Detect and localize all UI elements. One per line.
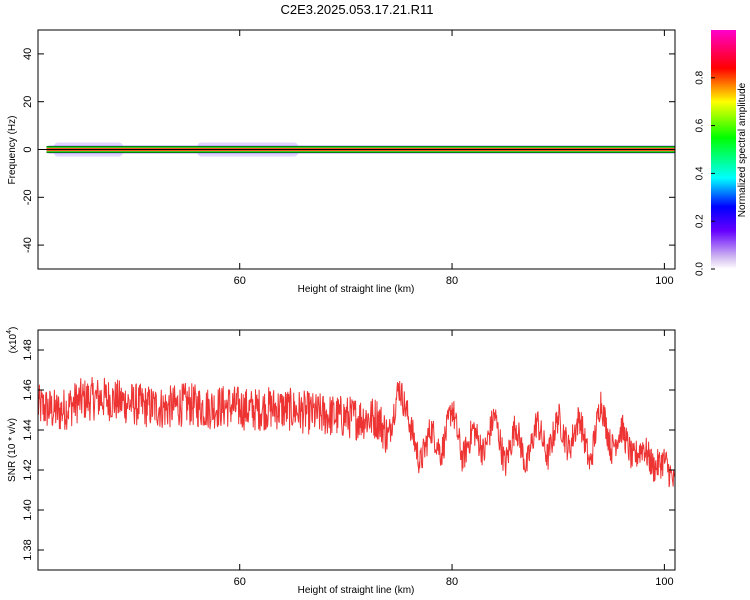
colorbar-tick-label: 0.6 [695, 118, 706, 132]
spectrogram-axes: 60 80 100 -40 -20 0 20 40 [22, 30, 675, 287]
y-tick-label: 40 [22, 48, 34, 60]
snr-multiplier: (x104) [6, 327, 19, 354]
snr-panel: 60 80 100 1.38 1.40 1.42 1.44 1.46 1.48 Height o… [6, 327, 676, 596]
y-tick-label: 1.38 [22, 539, 34, 560]
y-tick-label: -40 [22, 237, 34, 253]
colorbar-label: Normalized spectral amplitude [737, 82, 748, 217]
colorbar-gradient [711, 30, 736, 269]
colorbar-tick-label: 0.8 [695, 70, 706, 84]
x-tick-label: 100 [655, 275, 673, 287]
snr-series-line [38, 376, 675, 488]
y-tick-label: 1.46 [22, 379, 34, 400]
y-tick-label: -20 [22, 189, 34, 205]
svg-text:(x104): (x104) [6, 327, 19, 354]
y-tick-label: 0 [22, 146, 34, 152]
x-tick-label: 80 [446, 576, 458, 588]
snr-y-label: SNR (10 * v/v) [7, 418, 18, 482]
x-tick-label: 60 [234, 275, 246, 287]
snr-x-label: Height of straight line (km) [298, 585, 415, 596]
y-tick-label: 1.44 [22, 419, 34, 440]
spectrogram-marks [41, 142, 675, 157]
y-tick-label: 1.40 [22, 499, 34, 520]
x-tick-label: 80 [446, 275, 458, 287]
y-tick-label: 1.48 [22, 339, 34, 360]
spectrogram-panel: 60 80 100 -40 -20 0 20 40 Height of straight li… [7, 29, 676, 295]
spectrogram-y-label: Frequency (Hz) [7, 116, 18, 185]
snr-axes: 60 80 100 1.38 1.40 1.42 1.44 1.46 1.48 [22, 330, 675, 588]
snr-multiplier-base: (x10 [8, 333, 19, 353]
snr-frame [37, 329, 676, 571]
y-tick-label: 20 [22, 96, 34, 108]
snr-multiplier-exponent: 4 [6, 330, 13, 334]
y-tick-label: 1.42 [22, 459, 34, 480]
colorbar-tick-label: 0.2 [695, 214, 706, 228]
spectrogram-x-label: Height of straight line (km) [298, 284, 415, 295]
x-tick-label: 60 [234, 576, 246, 588]
colorbar-ticks: 0.0 0.2 0.4 0.6 0.8 [695, 70, 715, 276]
colorbar: 0.0 0.2 0.4 0.6 0.8 Normalized spectral ampl… [695, 30, 748, 276]
colorbar-tick-label: 0.4 [695, 166, 706, 180]
snr-multiplier-close: ) [8, 327, 19, 330]
figure-title: C2E3.2025.053.17.21.R11 [281, 2, 434, 17]
x-tick-label: 100 [655, 576, 673, 588]
colorbar-tick-label: 0.0 [695, 262, 706, 276]
